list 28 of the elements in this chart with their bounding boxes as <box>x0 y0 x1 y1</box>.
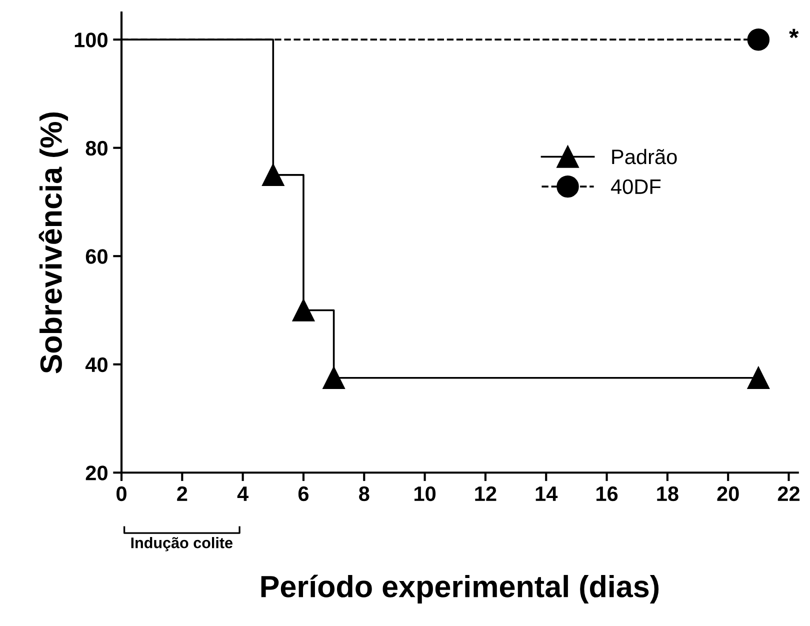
point <box>322 366 345 390</box>
y-tick-label: 20 <box>86 466 108 480</box>
x-tick-label: 6 <box>298 486 309 502</box>
y-tick-label: 80 <box>86 140 108 156</box>
x-tick-label: 0 <box>116 486 126 502</box>
point <box>747 366 770 390</box>
text: Indução colite <box>131 537 232 552</box>
x-tick-label: 18 <box>657 486 678 502</box>
x-tick-label: 10 <box>414 486 436 502</box>
x-tick-label: 8 <box>359 486 370 502</box>
x-axis-title: Período experimental (dias) <box>261 574 659 604</box>
x-tick-label: 22 <box>778 486 800 501</box>
y-tick-label: 40 <box>85 357 108 372</box>
y-tick-label: 100 <box>74 32 108 48</box>
x-tick-label: 16 <box>596 486 618 502</box>
x-tick-label: 12 <box>475 486 496 501</box>
legend-label: 40DF <box>610 179 661 194</box>
x-tick-label: 4 <box>237 486 248 501</box>
point <box>747 28 770 51</box>
annotation: * <box>789 28 799 38</box>
y-tick-label: 60 <box>86 249 108 264</box>
point <box>292 299 315 322</box>
x-tick-label: 14 <box>536 486 558 501</box>
y-axis-title: Sobrevivência (%) <box>38 112 68 374</box>
x-tick-label: 20 <box>717 486 739 502</box>
x-tick-label: 2 <box>177 486 188 501</box>
point <box>262 164 284 186</box>
legend-label: Padrão <box>612 148 677 164</box>
